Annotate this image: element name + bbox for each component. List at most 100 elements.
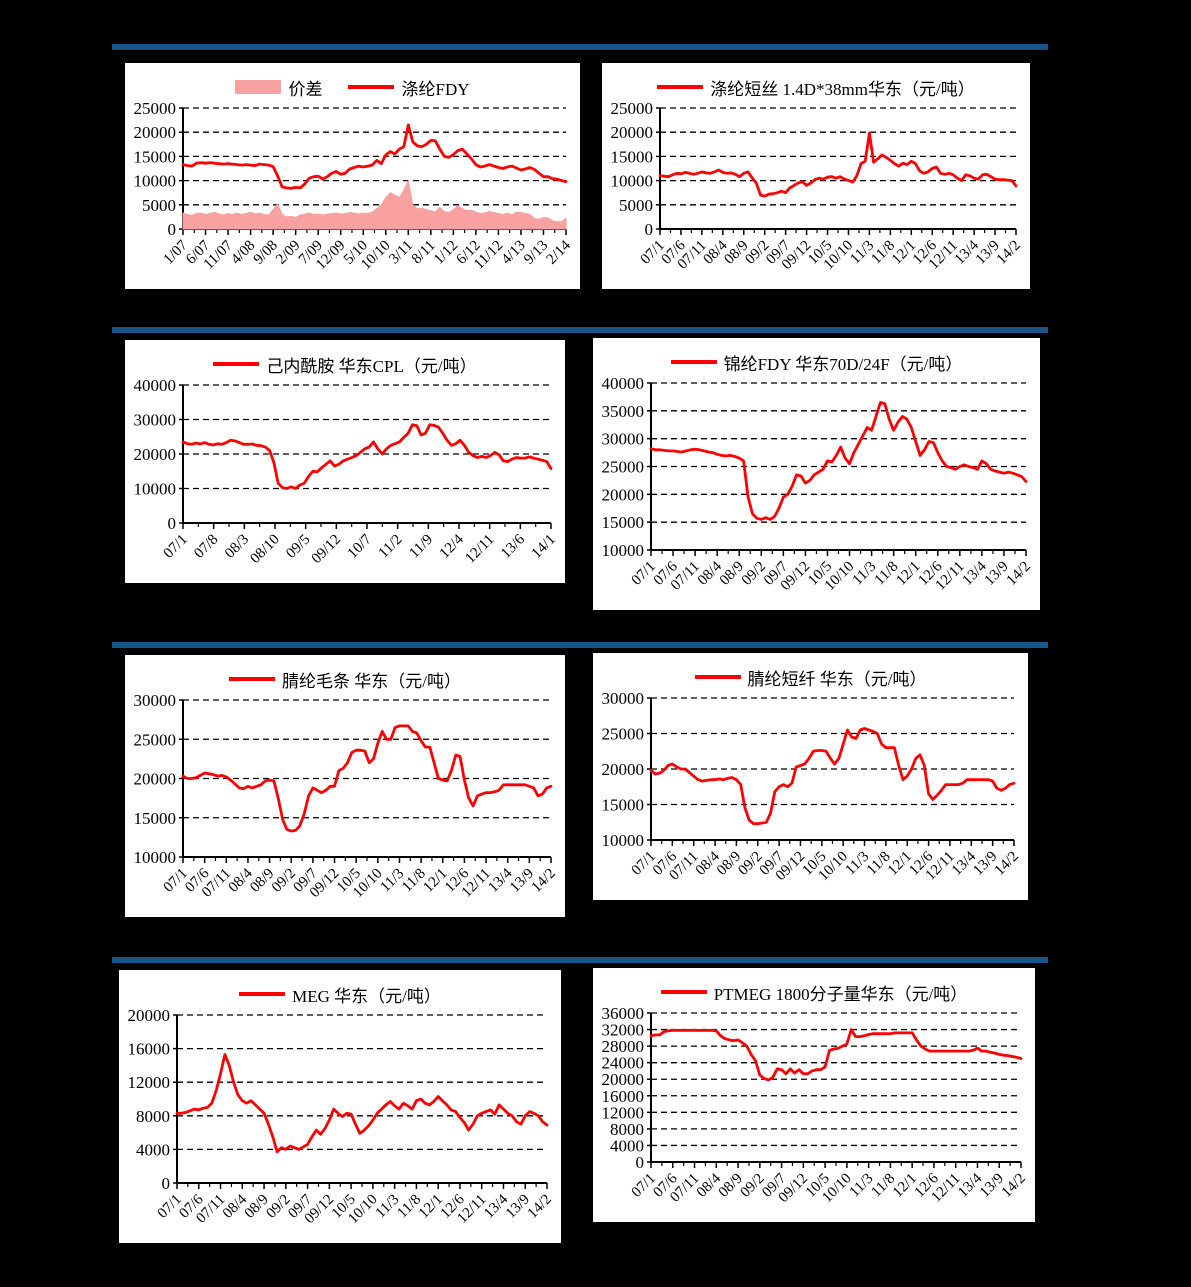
svg-text:40000: 40000 [134, 379, 177, 395]
svg-text:12/4: 12/4 [437, 531, 468, 562]
svg-text:14/2: 14/2 [994, 238, 1024, 268]
svg-text:10000: 10000 [134, 480, 177, 499]
legend-item: 涤纶FDY [348, 75, 470, 100]
chart-plot: 050001000015000200002500007/107/607/1108… [611, 102, 1024, 273]
line-swatch-icon [657, 85, 704, 89]
svg-text:25000: 25000 [134, 730, 177, 749]
chart-legend: MEG 华东（元/吨） [119, 970, 561, 1009]
svg-text:20000: 20000 [134, 445, 177, 464]
svg-text:10000: 10000 [134, 848, 177, 867]
svg-text:4000: 4000 [610, 1136, 644, 1155]
svg-text:25000: 25000 [611, 102, 654, 118]
legend-label: MEG 华东（元/吨） [292, 986, 441, 1006]
chart-legend: 己内酰胺 华东CPL（元/吨） [125, 340, 565, 379]
svg-text:30000: 30000 [134, 694, 177, 710]
svg-text:10000: 10000 [602, 831, 645, 850]
legend-label: 腈纶毛条 华东（元/吨） [282, 671, 461, 691]
line-swatch-icon [660, 990, 707, 994]
svg-text:20000: 20000 [128, 1009, 171, 1025]
svg-text:30000: 30000 [602, 430, 645, 449]
chart-panel-acrylic-tops: 腈纶毛条 华东（元/吨） 10000 15000 20000 25000 30000 07… [125, 655, 565, 917]
svg-text:15000: 15000 [134, 147, 177, 166]
svg-text:10000: 10000 [134, 172, 177, 191]
legend-label: 己内酰胺 华东CPL（元/吨） [266, 356, 477, 376]
svg-text:07/8: 07/8 [191, 532, 221, 562]
line-swatch-icon [229, 677, 275, 681]
legend-item: 涤纶短丝 1.4D*38mm华东（元/吨） [657, 75, 975, 100]
svg-text:36000: 36000 [602, 1007, 645, 1023]
svg-text:14/2: 14/2 [525, 1192, 555, 1222]
svg-text:07/1: 07/1 [161, 532, 191, 562]
svg-text:10000: 10000 [611, 172, 654, 191]
svg-text:40000: 40000 [602, 377, 645, 393]
svg-text:14/2: 14/2 [999, 1171, 1029, 1201]
section-divider-4 [112, 957, 1048, 963]
svg-text:0: 0 [636, 1153, 645, 1172]
svg-text:11/2: 11/2 [376, 532, 406, 562]
svg-text:30000: 30000 [134, 411, 177, 430]
svg-text:14/2: 14/2 [992, 849, 1022, 879]
svg-text:0: 0 [168, 514, 177, 533]
svg-text:12000: 12000 [602, 1103, 645, 1122]
section-divider-1 [112, 44, 1048, 50]
svg-text:12000: 12000 [128, 1073, 171, 1092]
svg-text:20000: 20000 [602, 760, 645, 779]
chart-panel-price-spread-polyester-fdy: 价差 涤纶FDY 0 5000 10000 15000 20000 25000 1/07 6/0… [125, 63, 580, 289]
legend-item: MEG 华东（元/吨） [239, 982, 441, 1007]
svg-text:16000: 16000 [128, 1040, 171, 1059]
chart-plot: 05000100001500020000250001/076/0711/074/… [134, 102, 575, 273]
chart-plot: 04000800012000160002000007/107/607/1108/… [128, 1009, 555, 1227]
section-divider-3 [112, 642, 1048, 648]
legend-label: 腈纶短纤 华东（元/吨） [747, 669, 927, 689]
legend-item: 锦纶FDY 华东70D/24F（元/吨） [670, 350, 963, 375]
svg-text:14/2: 14/2 [529, 866, 559, 896]
svg-text:8000: 8000 [136, 1107, 170, 1126]
chart-legend: PTMEG 1800分子量华东（元/吨） [593, 968, 1035, 1007]
svg-text:0: 0 [162, 1174, 171, 1193]
section-divider-2 [112, 327, 1048, 333]
line-swatch-icon [239, 992, 286, 996]
svg-text:15000: 15000 [611, 147, 654, 166]
legend-item: 价差 [235, 75, 322, 100]
line-swatch-icon [348, 85, 395, 89]
legend-item: 腈纶毛条 华东（元/吨） [229, 667, 461, 692]
chart-legend: 涤纶短丝 1.4D*38mm华东（元/吨） [602, 63, 1030, 102]
chart-plot: 100001500020000250003000007/107/607/1108… [602, 692, 1022, 884]
svg-text:20000: 20000 [602, 1070, 645, 1089]
line-swatch-icon [670, 360, 717, 364]
svg-text:14/1: 14/1 [529, 532, 559, 562]
chart-panel-ptmeg: PTMEG 1800分子量华东（元/吨） 0 4000 8000 12000 16000… [593, 968, 1035, 1222]
svg-text:0: 0 [168, 220, 177, 239]
line-swatch-icon [213, 362, 260, 366]
svg-text:30000: 30000 [602, 692, 645, 708]
svg-text:16000: 16000 [602, 1087, 645, 1106]
svg-text:15000: 15000 [602, 796, 645, 815]
svg-text:20000: 20000 [134, 770, 177, 789]
chart-panel-nylon-fdy: 锦纶FDY 华东70D/24F（元/吨） 10000 15000 20000 2500… [593, 338, 1040, 610]
svg-text:14/2: 14/2 [1004, 559, 1034, 589]
line-swatch-icon [694, 675, 741, 679]
svg-text:08/10: 08/10 [247, 532, 282, 567]
legend-item: 腈纶短纤 华东（元/吨） [694, 665, 927, 690]
svg-text:4000: 4000 [136, 1140, 170, 1159]
legend-label: 锦纶FDY 华东70D/24F（元/吨） [723, 354, 963, 374]
legend-item: 己内酰胺 华东CPL（元/吨） [213, 352, 477, 377]
svg-text:35000: 35000 [602, 402, 645, 421]
legend-label: 涤纶FDY [401, 79, 470, 99]
svg-text:11/9: 11/9 [406, 532, 436, 562]
svg-text:20000: 20000 [602, 485, 645, 504]
svg-text:12/11: 12/11 [462, 532, 497, 567]
svg-text:2/14: 2/14 [544, 237, 575, 268]
svg-text:25000: 25000 [134, 102, 177, 118]
svg-text:28000: 28000 [602, 1037, 645, 1056]
svg-text:24000: 24000 [602, 1054, 645, 1073]
svg-text:0: 0 [645, 220, 654, 239]
svg-text:25000: 25000 [602, 725, 645, 744]
svg-text:20000: 20000 [134, 123, 177, 142]
chart-legend: 价差 涤纶FDY [125, 63, 580, 102]
svg-text:15000: 15000 [134, 809, 177, 828]
chart-legend: 锦纶FDY 华东70D/24F（元/吨） [593, 338, 1040, 377]
svg-text:8000: 8000 [610, 1120, 644, 1139]
